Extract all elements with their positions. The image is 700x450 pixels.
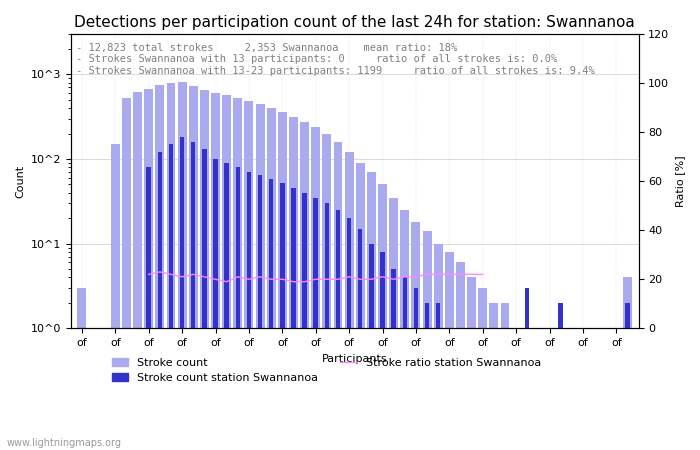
Bar — [378, 184, 387, 450]
Bar — [191, 142, 195, 450]
Bar — [480, 328, 485, 450]
Bar — [178, 81, 187, 450]
Y-axis label: Ratio [%]: Ratio [%] — [675, 155, 685, 207]
Bar — [278, 112, 287, 450]
Bar — [356, 163, 365, 450]
Bar — [225, 163, 229, 450]
Bar — [512, 328, 521, 450]
Bar — [111, 144, 120, 450]
Bar — [434, 243, 442, 450]
Bar — [258, 175, 262, 450]
Bar — [246, 172, 251, 450]
Bar — [256, 104, 265, 450]
Bar — [180, 137, 184, 450]
Bar — [380, 252, 385, 450]
Bar — [456, 262, 465, 450]
Bar — [244, 100, 253, 450]
Bar — [578, 354, 587, 450]
Bar — [625, 303, 630, 450]
Bar — [202, 149, 206, 450]
Bar — [367, 172, 376, 450]
Bar — [470, 328, 474, 450]
Bar — [423, 231, 431, 450]
Text: www.lightningmaps.org: www.lightningmaps.org — [7, 437, 122, 447]
Bar — [400, 210, 410, 450]
Bar — [447, 328, 452, 450]
Bar — [289, 117, 298, 450]
Bar — [99, 354, 108, 450]
Bar — [425, 303, 429, 450]
Bar — [336, 210, 340, 450]
Bar — [144, 89, 153, 450]
Bar — [358, 229, 363, 450]
Bar — [291, 189, 295, 450]
Bar — [200, 90, 209, 450]
Bar — [269, 179, 274, 450]
Y-axis label: Count: Count — [15, 165, 25, 198]
Bar — [445, 252, 454, 450]
Bar — [211, 93, 220, 450]
Bar — [601, 354, 610, 450]
Text: - 12,823 total strokes     2,353 Swannanoa    mean ratio: 18%
- Strokes Swannano: - 12,823 total strokes 2,353 Swannanoa m… — [76, 43, 595, 76]
Bar — [556, 328, 565, 450]
Bar — [302, 193, 307, 450]
Bar — [214, 159, 218, 450]
Bar — [389, 198, 398, 450]
Bar — [525, 288, 529, 450]
Bar — [222, 95, 231, 450]
Title: Detections per participation count of the last 24h for station: Swannanoa: Detections per participation count of th… — [74, 15, 635, 30]
Bar — [344, 152, 354, 450]
Bar — [567, 354, 576, 450]
Bar — [589, 354, 598, 450]
Bar — [391, 269, 396, 450]
Bar — [500, 303, 510, 450]
X-axis label: Participants: Participants — [322, 354, 388, 364]
Bar — [267, 108, 276, 450]
Bar — [414, 288, 418, 450]
Bar — [458, 328, 463, 450]
Bar — [333, 142, 342, 450]
Bar — [489, 303, 498, 450]
Bar — [314, 198, 318, 450]
Bar — [233, 99, 242, 450]
Bar — [167, 82, 176, 450]
Bar — [189, 86, 197, 450]
Bar — [280, 183, 284, 450]
Bar — [523, 328, 532, 450]
Bar — [300, 122, 309, 450]
Bar — [89, 354, 97, 450]
Bar — [623, 277, 632, 450]
Bar — [612, 354, 621, 450]
Bar — [559, 303, 563, 450]
Bar — [325, 203, 329, 450]
Bar — [169, 144, 173, 450]
Bar — [158, 152, 162, 450]
Bar — [78, 288, 86, 450]
Bar — [545, 328, 554, 450]
Bar — [478, 288, 487, 450]
Bar — [122, 99, 131, 450]
Bar — [534, 328, 542, 450]
Bar — [369, 243, 374, 450]
Bar — [146, 167, 151, 450]
Bar — [436, 303, 440, 450]
Bar — [312, 127, 320, 450]
Bar — [347, 218, 351, 450]
Bar — [133, 92, 142, 450]
Bar — [402, 277, 407, 450]
Bar — [155, 85, 164, 450]
Bar — [236, 167, 240, 450]
Bar — [467, 277, 476, 450]
Bar — [412, 222, 421, 450]
Legend: Stroke count, Stroke count station Swannanoa, Stroke ratio station Swannanoa: Stroke count, Stroke count station Swann… — [107, 353, 545, 387]
Bar — [323, 134, 331, 450]
